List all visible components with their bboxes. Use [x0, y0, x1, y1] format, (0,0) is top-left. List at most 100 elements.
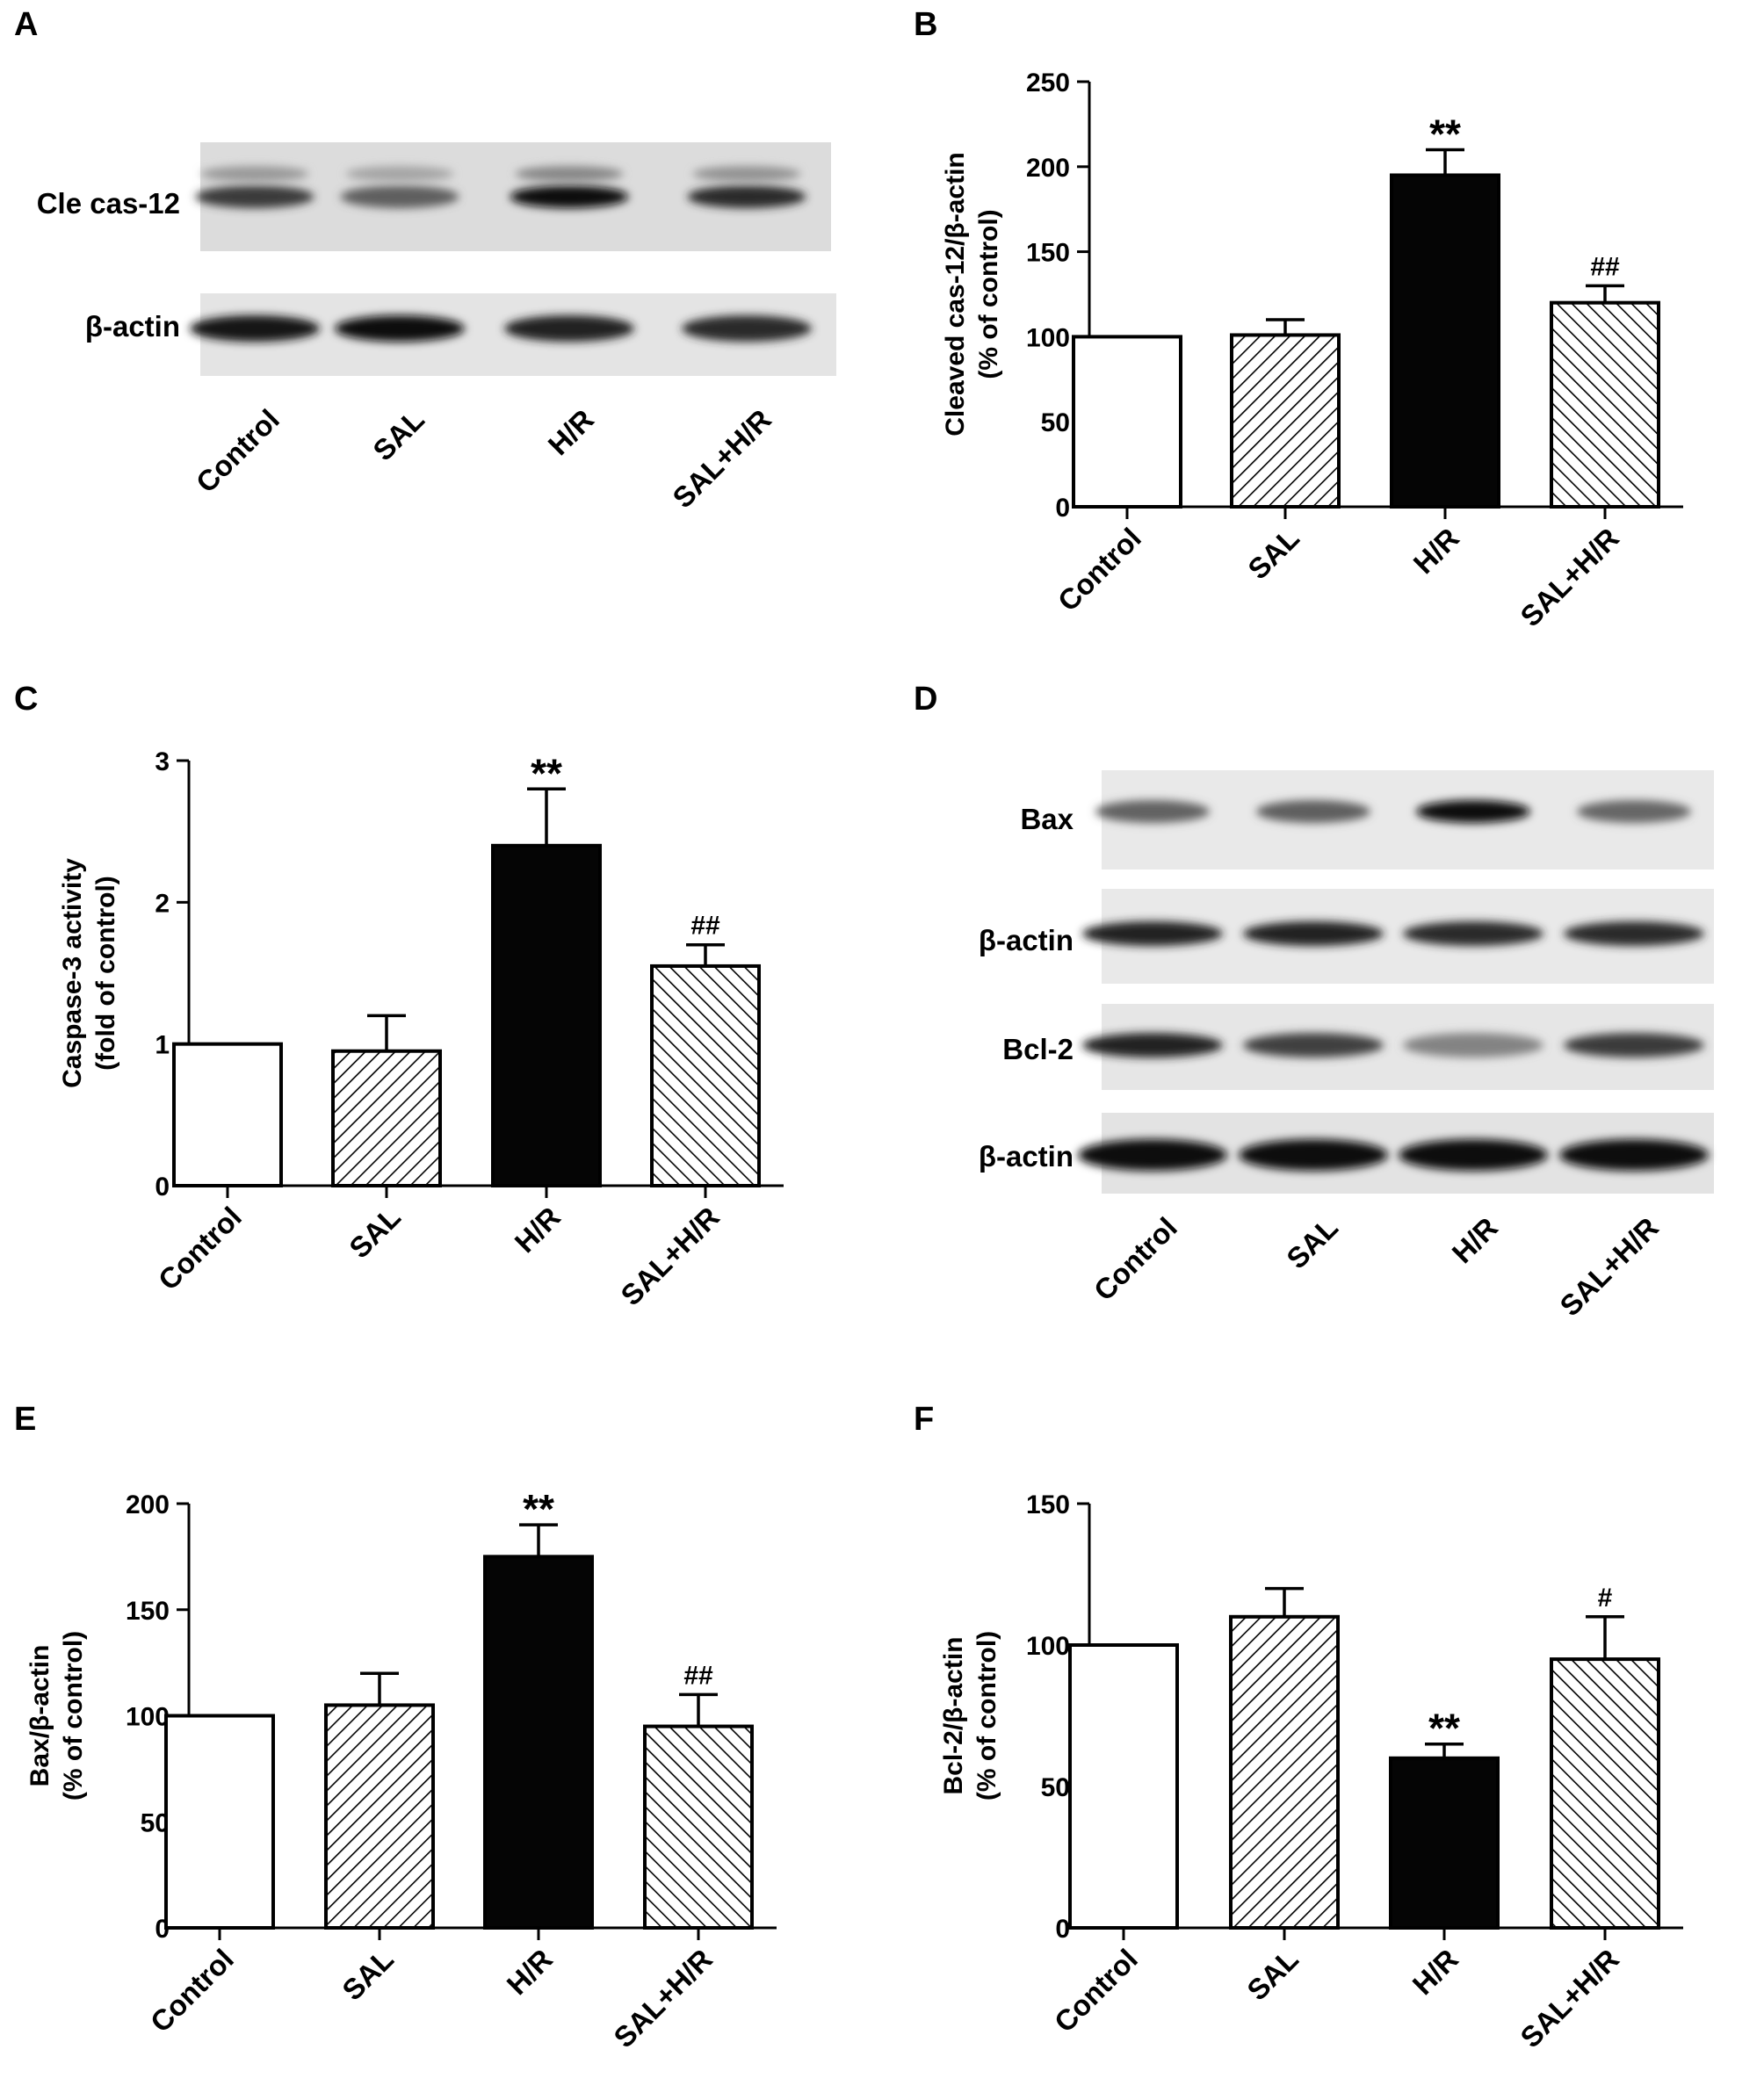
blot-band-faint: [345, 166, 454, 182]
blot-row-label-bcl-2: Bcl-2: [1002, 1033, 1074, 1065]
y-tick-label: 0: [1055, 1915, 1070, 1944]
y-tick-label: 1: [155, 1031, 170, 1060]
x-category-label-control: Control: [1052, 522, 1147, 617]
significance-label-h-r: **: [1428, 1706, 1460, 1751]
x-category-label-sal-h-r: SAL+H/R: [1514, 1943, 1625, 2054]
blot-band: [1239, 1139, 1388, 1171]
x-category-label-sal: SAL: [1241, 522, 1305, 586]
blot-band: [1564, 921, 1704, 946]
y-tick-label: 200: [1026, 154, 1070, 183]
panel-letter-a: A: [14, 6, 38, 43]
y-axis-title: Bax/β-actin: [25, 1645, 54, 1787]
blot-band-faint: [515, 166, 624, 182]
y-tick-label: 2: [155, 889, 170, 918]
blot-lane-label-control: Control: [1088, 1211, 1183, 1307]
x-category-label-h-r: H/R: [509, 1201, 567, 1259]
y-tick-label: 50: [1041, 1773, 1070, 1802]
blot-band: [1399, 1139, 1548, 1171]
blot-band: [1559, 1139, 1709, 1171]
blot-band: [1082, 921, 1223, 946]
y-tick-label: 0: [155, 1173, 170, 1202]
x-category-label-sal-h-r: SAL+H/R: [607, 1943, 719, 2054]
blot-lane-label-sal: SAL: [1280, 1211, 1344, 1275]
blot-band: [504, 315, 634, 342]
bar-sal-h-r: [650, 963, 761, 1188]
bar-control: [1072, 335, 1182, 509]
x-category-label-h-r: H/R: [1407, 522, 1465, 580]
panel-letter-e: E: [14, 1401, 36, 1438]
blot-band: [1256, 800, 1370, 823]
significance-label-sal-h-r: ##: [690, 912, 720, 941]
significance-label-h-r: **: [523, 1486, 554, 1532]
panel-letter-b: B: [914, 6, 937, 43]
panel-letter-d: D: [914, 681, 937, 718]
bar-h-r: [491, 843, 602, 1187]
blot-band: [1403, 1033, 1544, 1057]
y-axis-title: Bcl-2/β-actin: [939, 1636, 968, 1794]
significance-label-h-r: **: [1429, 111, 1461, 156]
x-category-label-sal-h-r: SAL+H/R: [1514, 522, 1625, 633]
y-axis-subtitle: (fold of control): [91, 876, 120, 1071]
panel-letter-f: F: [914, 1401, 934, 1438]
y-tick-label: 250: [1026, 69, 1070, 97]
x-category-label-sal: SAL: [1240, 1943, 1305, 2007]
bar-sal: [324, 1703, 435, 1930]
y-tick-label: 150: [1026, 1490, 1070, 1519]
bar-sal: [1229, 1614, 1340, 1930]
blot-lane-label-sal-h-r: SAL+H/R: [1553, 1211, 1665, 1323]
blot-band: [340, 185, 459, 208]
bar-h-r: [1389, 1756, 1500, 1930]
y-axis-title: Caspase-3 activity: [58, 858, 87, 1088]
bar-sal: [1230, 333, 1341, 509]
blot-row-label-bax: Bax: [1020, 803, 1074, 835]
y-tick-label: 50: [1041, 408, 1070, 437]
blot-band: [682, 315, 812, 342]
blot-band-faint: [692, 166, 801, 182]
blot-band: [510, 185, 629, 208]
blot-band: [1095, 800, 1210, 823]
y-tick-label: 0: [1055, 494, 1070, 523]
y-tick-label: 100: [126, 1703, 170, 1732]
y-axis-subtitle: (% of control): [59, 1631, 88, 1801]
blot-band: [1243, 921, 1384, 946]
blot-lane-label-h-r: H/R: [542, 403, 600, 461]
bar-control: [1068, 1643, 1179, 1930]
panel-letter-c: C: [14, 681, 38, 718]
y-tick-label: 100: [1026, 323, 1070, 352]
blot-lane-label-sal: SAL: [366, 403, 430, 467]
blot-lane-label-h-r: H/R: [1446, 1211, 1504, 1269]
bar-control: [164, 1714, 275, 1930]
y-tick-label: 200: [126, 1490, 170, 1519]
blot-band: [1416, 800, 1530, 823]
blot-lane-label-control: Control: [190, 403, 286, 499]
x-category-label-sal-h-r: SAL+H/R: [614, 1201, 726, 1312]
blot-band: [1082, 1033, 1223, 1057]
bar-h-r: [1390, 173, 1500, 509]
blot-band: [687, 185, 806, 208]
western-blot-a: Cle cas-12 β-actin Control SAL H/R SAL+H/R: [37, 142, 836, 514]
bar-h-r: [483, 1555, 594, 1930]
x-category-label-h-r: H/R: [1406, 1943, 1464, 2001]
blot-band: [1403, 921, 1544, 946]
bar-sal-h-r: [643, 1724, 754, 1930]
x-category-label-control: Control: [1048, 1943, 1144, 2039]
x-category-label-control: Control: [152, 1201, 248, 1296]
blot-row-label-cle-cas-12: Cle cas-12: [37, 187, 180, 220]
y-axis-title: Cleaved cas-12/β-actin: [941, 152, 970, 436]
blot-band: [1577, 800, 1691, 823]
x-category-label-sal: SAL: [343, 1201, 407, 1265]
y-tick-label: 150: [1026, 239, 1070, 268]
bar-chart-f: 0 50 100 150 Bcl-2/β-actin (% of control) Cont…: [939, 1490, 1683, 2053]
bar-chart-c: 0 1 2 3 Caspase-3 activity (fold of control) C…: [58, 747, 784, 1311]
blot-band: [1564, 1033, 1704, 1057]
bar-chart-b: 0 50 100 150 200 250 Cleaved cas-12/β-actin (% …: [941, 69, 1683, 632]
blot-band: [195, 185, 314, 208]
x-category-label-sal: SAL: [336, 1943, 400, 2007]
blot-band: [190, 315, 320, 342]
blot-band: [1243, 1033, 1384, 1057]
western-blot-d: Bax β-actin Bcl-2 β-actin Control SAL H/R SAL+H…: [979, 770, 1714, 1322]
bar-sal-h-r: [1550, 1657, 1660, 1930]
y-axis-subtitle: (% of control): [972, 1631, 1001, 1801]
